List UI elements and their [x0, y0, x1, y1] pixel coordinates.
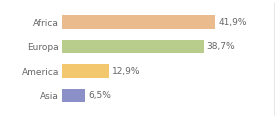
- Text: 41,9%: 41,9%: [218, 18, 247, 27]
- Bar: [62, 64, 109, 78]
- Bar: [62, 89, 85, 102]
- Text: 38,7%: 38,7%: [207, 42, 235, 51]
- Text: 12,9%: 12,9%: [112, 66, 140, 75]
- Bar: [62, 40, 204, 53]
- Text: 6,5%: 6,5%: [88, 91, 111, 100]
- Bar: [62, 15, 215, 29]
